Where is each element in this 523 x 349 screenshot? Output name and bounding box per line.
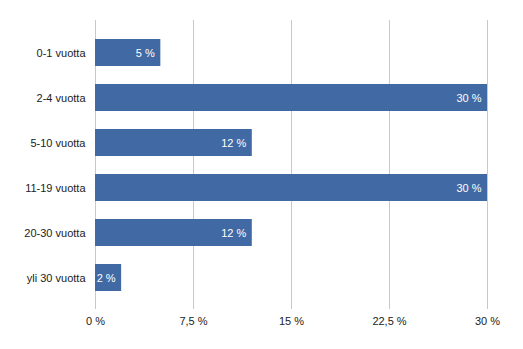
- svg-text:11-19 vuotta: 11-19 vuotta: [25, 182, 86, 194]
- svg-text:30 %: 30 %: [456, 92, 481, 104]
- svg-text:22,5 %: 22,5 %: [372, 315, 406, 327]
- svg-text:0-1 vuotta: 0-1 vuotta: [37, 47, 87, 59]
- svg-text:12 %: 12 %: [221, 137, 246, 149]
- svg-text:20-30 vuotta: 20-30 vuotta: [24, 227, 86, 239]
- svg-text:0 %: 0 %: [86, 315, 105, 327]
- svg-text:yli 30 vuotta: yli 30 vuotta: [27, 272, 87, 284]
- svg-text:5 %: 5 %: [136, 47, 155, 59]
- svg-text:30 %: 30 %: [456, 182, 481, 194]
- svg-text:5-10 vuotta: 5-10 vuotta: [30, 137, 86, 149]
- svg-text:12 %: 12 %: [221, 227, 246, 239]
- svg-text:15 %: 15 %: [279, 315, 304, 327]
- svg-text:30 %: 30 %: [475, 315, 500, 327]
- svg-text:2 %: 2 %: [97, 272, 116, 284]
- svg-text:7,5 %: 7,5 %: [179, 315, 207, 327]
- svg-text:2-4 vuotta: 2-4 vuotta: [37, 92, 87, 104]
